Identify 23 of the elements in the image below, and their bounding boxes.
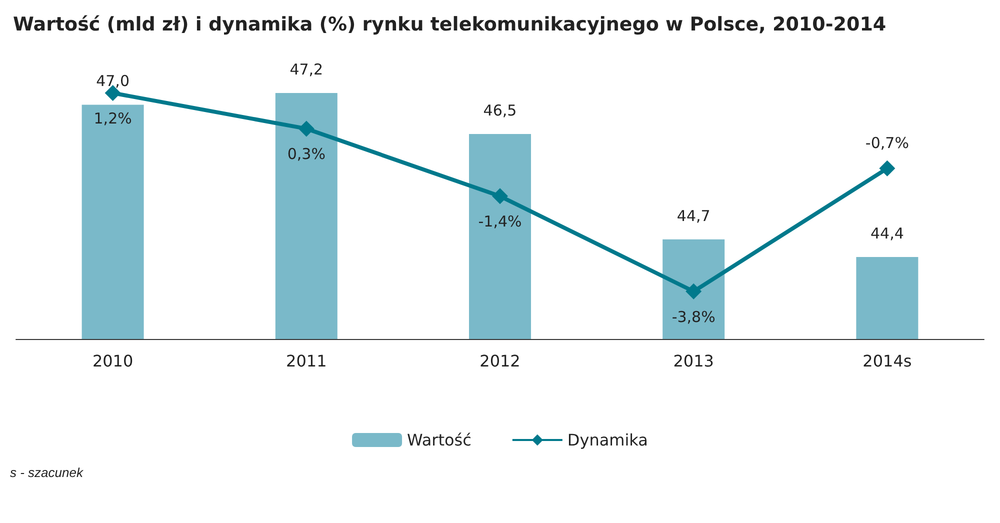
x-tick-label: 2013 <box>673 352 714 370</box>
point <box>879 160 896 176</box>
data-label: 47,2 <box>290 60 324 78</box>
x-tick-label: 2012 <box>480 352 520 370</box>
text: s - szacunek <box>10 465 84 480</box>
point <box>492 188 508 204</box>
chart-title: Wartość (mld zł) i dynamika (%) rynku telekomunikacyjnego w Polsce, 2010-2014 <box>13 14 886 36</box>
x-tick-label: 2011 <box>286 352 327 370</box>
x-tick-label: 2010 <box>92 352 134 370</box>
data-label: 44,4 <box>870 224 904 242</box>
legend-label: Wartość <box>407 430 472 450</box>
point <box>686 283 702 300</box>
x-tick-label: 2014s <box>862 352 912 370</box>
data-label: 1,2% <box>94 110 132 128</box>
point <box>298 120 314 137</box>
data-label: 44,7 <box>676 206 710 225</box>
data-label: 0,3% <box>287 145 326 164</box>
data-label: -3,8% <box>672 308 716 326</box>
data-label: 46,5 <box>483 102 517 120</box>
data-label: -1,4% <box>478 212 522 231</box>
data-label: 47,0 <box>96 72 130 90</box>
data-label: -0,7% <box>865 134 909 152</box>
legend-label: Dynamika <box>567 430 648 450</box>
